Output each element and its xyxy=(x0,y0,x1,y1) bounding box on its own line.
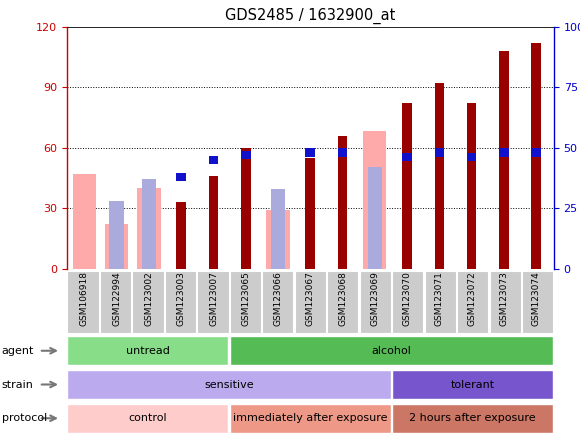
FancyBboxPatch shape xyxy=(67,336,229,365)
Bar xyxy=(403,153,412,161)
Bar xyxy=(271,189,285,269)
Text: protocol: protocol xyxy=(2,413,47,423)
Bar xyxy=(176,173,186,181)
Text: strain: strain xyxy=(2,380,34,389)
Text: alcohol: alcohol xyxy=(372,346,411,356)
Text: immediately after exposure: immediately after exposure xyxy=(233,413,387,423)
Bar xyxy=(434,148,444,156)
Bar xyxy=(142,179,156,269)
Text: 2 hours after exposure: 2 hours after exposure xyxy=(409,413,536,423)
Bar xyxy=(467,103,476,269)
Bar xyxy=(434,83,444,269)
FancyBboxPatch shape xyxy=(230,336,553,365)
Text: untread: untread xyxy=(126,346,170,356)
FancyBboxPatch shape xyxy=(67,404,229,433)
Bar xyxy=(209,176,218,269)
Bar xyxy=(363,131,386,269)
Bar xyxy=(499,148,509,156)
Bar xyxy=(338,135,347,269)
Text: tolerant: tolerant xyxy=(451,380,495,389)
FancyBboxPatch shape xyxy=(67,370,391,399)
Bar xyxy=(531,43,541,269)
Bar xyxy=(73,174,96,269)
Bar xyxy=(306,148,315,156)
Bar xyxy=(241,151,251,159)
Bar xyxy=(137,188,161,269)
Bar xyxy=(209,156,218,164)
Bar xyxy=(467,153,476,161)
Text: sensitive: sensitive xyxy=(204,380,254,389)
Bar xyxy=(176,202,186,269)
Bar xyxy=(531,148,541,156)
Bar xyxy=(499,51,509,269)
Text: control: control xyxy=(129,413,167,423)
FancyBboxPatch shape xyxy=(230,404,391,433)
Bar xyxy=(338,148,347,156)
Bar xyxy=(403,103,412,269)
Bar xyxy=(105,224,128,269)
Text: agent: agent xyxy=(2,346,34,356)
Bar xyxy=(368,167,382,269)
FancyBboxPatch shape xyxy=(392,370,553,399)
Bar xyxy=(241,148,251,269)
FancyBboxPatch shape xyxy=(392,404,553,433)
Bar xyxy=(266,210,289,269)
Bar xyxy=(110,201,124,269)
Title: GDS2485 / 1632900_at: GDS2485 / 1632900_at xyxy=(225,8,396,24)
Bar xyxy=(306,158,315,269)
